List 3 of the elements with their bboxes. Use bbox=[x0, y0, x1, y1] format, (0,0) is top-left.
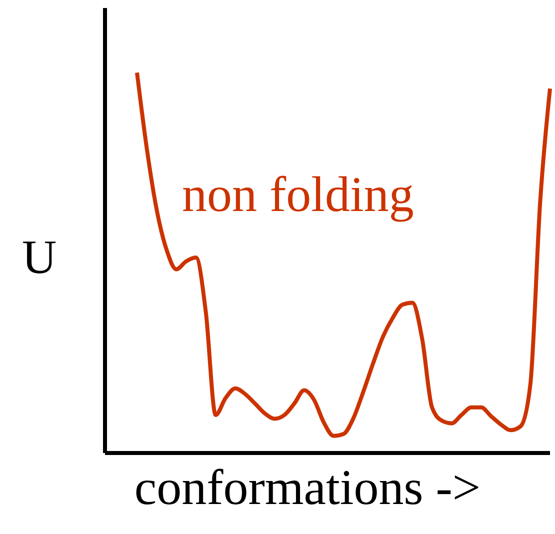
y-axis-title: U bbox=[22, 230, 57, 285]
annotation: non folding bbox=[182, 165, 414, 223]
x-axis-title: conformations -> bbox=[133, 458, 482, 516]
